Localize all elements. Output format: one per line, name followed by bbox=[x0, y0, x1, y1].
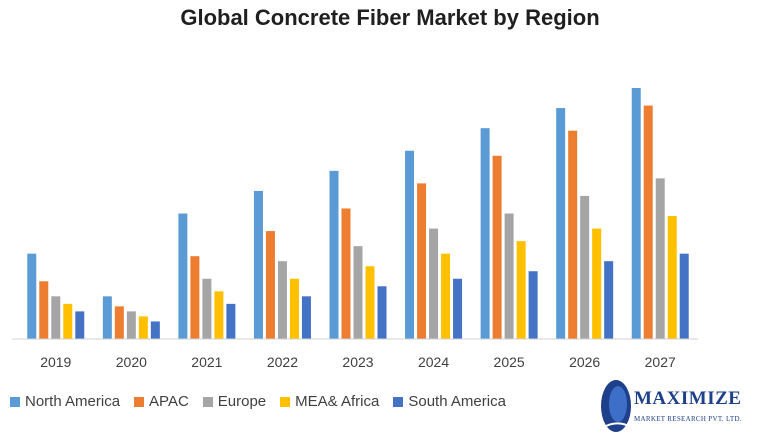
bar-apac-2025 bbox=[492, 155, 502, 339]
bar-north-america-2021 bbox=[178, 213, 188, 339]
bar-north-america-2027 bbox=[631, 88, 641, 339]
bar-north-america-2025 bbox=[480, 128, 490, 339]
legend-item: North America bbox=[10, 393, 120, 410]
bar-europe-2023 bbox=[353, 246, 363, 339]
bar-south-america-2023 bbox=[377, 286, 387, 339]
legend-swatch bbox=[393, 396, 404, 407]
bar-europe-2024 bbox=[429, 228, 439, 339]
bar-europe-2019 bbox=[51, 296, 61, 339]
bar-south-america-2021 bbox=[226, 303, 236, 339]
bar-mea-africa-2020 bbox=[138, 316, 148, 339]
x-tick-label: 2026 bbox=[569, 354, 600, 370]
x-tick-label: 2019 bbox=[40, 354, 71, 370]
x-tick-label: 2024 bbox=[418, 354, 449, 370]
legend-swatch bbox=[10, 396, 20, 407]
legend-swatch bbox=[202, 396, 213, 407]
logo-subtitle: MARKET RESEARCH PVT. LTD. bbox=[634, 415, 742, 423]
bar-apac-2021 bbox=[190, 256, 200, 339]
bar-apac-2024 bbox=[417, 183, 427, 339]
bar-north-america-2023 bbox=[329, 170, 339, 339]
bar-south-america-2024 bbox=[453, 278, 463, 339]
legend-item: Europe bbox=[202, 393, 267, 410]
bar-mea-africa-2027 bbox=[667, 216, 677, 339]
bar-north-america-2022 bbox=[253, 190, 263, 339]
bar-europe-2022 bbox=[277, 261, 287, 339]
bar-mea-africa-2023 bbox=[365, 266, 375, 339]
bar-europe-2025 bbox=[504, 213, 514, 339]
legend-label: MEA& Africa bbox=[295, 393, 380, 410]
maximize-logo bbox=[601, 380, 633, 432]
bar-apac-2019 bbox=[39, 281, 49, 339]
x-tick-label: 2025 bbox=[494, 354, 525, 370]
bar-apac-2022 bbox=[265, 231, 275, 339]
bars-group bbox=[27, 88, 689, 339]
bar-north-america-2024 bbox=[405, 150, 415, 339]
legend-item: South America bbox=[393, 393, 506, 410]
x-tick-label: 2027 bbox=[645, 354, 676, 370]
legend-label: Europe bbox=[217, 393, 267, 410]
bar-south-america-2022 bbox=[301, 296, 311, 339]
bar-south-america-2027 bbox=[679, 253, 689, 339]
bar-mea-africa-2026 bbox=[592, 228, 602, 339]
x-tick-label: 2020 bbox=[116, 354, 147, 370]
bar-south-america-2020 bbox=[150, 321, 160, 339]
bar-apac-2023 bbox=[341, 208, 351, 339]
legend-item: APAC bbox=[134, 393, 189, 410]
logo-name: MAXIMIZE bbox=[634, 388, 742, 409]
bar-mea-africa-2024 bbox=[441, 253, 451, 339]
bar-mea-africa-2025 bbox=[516, 241, 526, 339]
bar-apac-2027 bbox=[643, 105, 653, 339]
chart-title: Global Concrete Fiber Market by Region bbox=[180, 5, 600, 30]
legend-swatch bbox=[134, 396, 145, 407]
bar-mea-africa-2019 bbox=[63, 303, 73, 339]
bar-mea-africa-2022 bbox=[289, 278, 299, 339]
bar-south-america-2019 bbox=[75, 311, 85, 339]
bar-apac-2020 bbox=[114, 306, 124, 339]
bar-europe-2027 bbox=[655, 178, 665, 339]
bar-north-america-2026 bbox=[556, 108, 566, 339]
legend-label: South America bbox=[408, 393, 506, 410]
bar-mea-africa-2021 bbox=[214, 291, 224, 339]
legend-item: MEA& Africa bbox=[280, 393, 379, 410]
legend: North America APAC Europe MEA& Africa South … bbox=[10, 393, 520, 410]
bar-europe-2021 bbox=[202, 278, 212, 339]
bar-north-america-2019 bbox=[27, 253, 37, 339]
bar-south-america-2025 bbox=[528, 271, 538, 339]
bar-europe-2020 bbox=[126, 311, 136, 339]
bar-north-america-2020 bbox=[102, 296, 112, 339]
bar-apac-2026 bbox=[568, 130, 578, 339]
legend-label: North America bbox=[25, 393, 121, 410]
legend-swatch bbox=[280, 396, 291, 407]
x-tick-labels: 2019 2020 2021 2022 2023 2024 2025 2026 2027 bbox=[40, 354, 676, 370]
bar-europe-2026 bbox=[580, 195, 590, 339]
x-tick-label: 2023 bbox=[342, 354, 373, 370]
bar-south-america-2026 bbox=[604, 261, 614, 339]
legend-label: APAC bbox=[149, 393, 189, 410]
x-tick-label: 2021 bbox=[191, 354, 222, 370]
x-tick-label: 2022 bbox=[267, 354, 298, 370]
